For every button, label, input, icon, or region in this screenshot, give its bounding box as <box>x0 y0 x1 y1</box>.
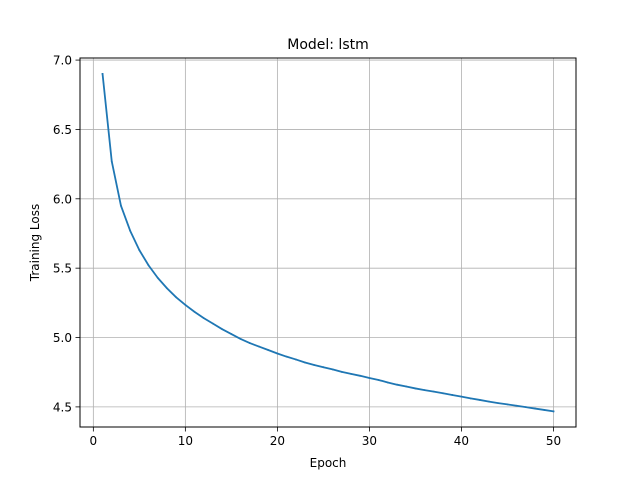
data-point <box>497 402 500 405</box>
data-point <box>350 372 352 375</box>
data-point <box>386 381 389 384</box>
data-point <box>322 366 325 369</box>
data-point <box>377 379 380 381</box>
data-point <box>552 410 555 413</box>
data-point <box>469 397 472 400</box>
data-point <box>285 355 288 358</box>
x-axis-label: Epoch <box>310 456 347 470</box>
data-point <box>221 328 224 331</box>
data-point <box>368 377 371 379</box>
data-point <box>506 403 509 406</box>
data-point <box>294 358 297 361</box>
axis-ticks: 0 10 20 30 40 50 4.5 5.0 5.5 6.0 6.5 7.0 <box>53 54 561 448</box>
data-point <box>276 352 279 355</box>
data-point <box>543 409 546 411</box>
data-point <box>304 361 306 364</box>
data-point <box>488 400 490 403</box>
x-tick-label: 50 <box>546 434 561 448</box>
data-point <box>423 389 426 391</box>
data-point <box>230 333 233 335</box>
data-point <box>156 276 159 279</box>
data-point <box>524 406 527 409</box>
x-tick-label: 40 <box>454 434 469 448</box>
data-point <box>166 287 168 290</box>
data-point <box>340 371 343 373</box>
data-point <box>129 229 132 232</box>
data-point <box>432 390 435 393</box>
data-point <box>534 407 536 410</box>
data-point <box>267 349 270 351</box>
data-point <box>101 73 104 75</box>
data-point <box>147 264 150 267</box>
plot-area <box>80 58 576 427</box>
data-point <box>442 392 444 395</box>
data-point <box>212 322 214 325</box>
y-tick-label: 6.0 <box>53 192 72 206</box>
y-tick-label: 6.5 <box>53 123 72 137</box>
data-point <box>202 317 205 319</box>
data-point <box>184 304 187 306</box>
data-point <box>405 385 408 388</box>
y-tick-label: 4.5 <box>53 400 72 414</box>
data-point <box>414 387 417 390</box>
data-point <box>451 394 454 396</box>
y-tick-label: 7.0 <box>53 54 72 68</box>
data-point <box>460 395 463 398</box>
data-point <box>239 338 242 340</box>
data-point <box>515 404 518 407</box>
data-point <box>193 310 196 313</box>
data-point <box>359 374 362 377</box>
y-tick-label: 5.5 <box>53 262 72 276</box>
data-point <box>110 160 113 163</box>
plot-frame <box>79 57 577 428</box>
x-tick-label: 10 <box>178 434 193 448</box>
chart-title: Model: lstm <box>287 37 369 53</box>
data-point <box>396 383 398 386</box>
data-point <box>331 368 334 371</box>
x-tick-label: 30 <box>362 434 377 448</box>
data-point <box>120 204 122 207</box>
data-point <box>138 249 141 252</box>
data-point <box>248 342 251 344</box>
data-point <box>313 364 316 366</box>
series-layer <box>101 72 555 413</box>
y-axis-label: Training Loss <box>28 204 42 282</box>
grid-lines <box>80 58 576 427</box>
y-tick-label: 5.0 <box>53 331 72 345</box>
x-tick-label: 20 <box>270 434 285 448</box>
series-line <box>101 72 555 413</box>
data-point <box>258 345 260 348</box>
data-point <box>478 399 481 401</box>
data-point <box>175 296 178 299</box>
x-tick-label: 0 <box>90 434 98 448</box>
